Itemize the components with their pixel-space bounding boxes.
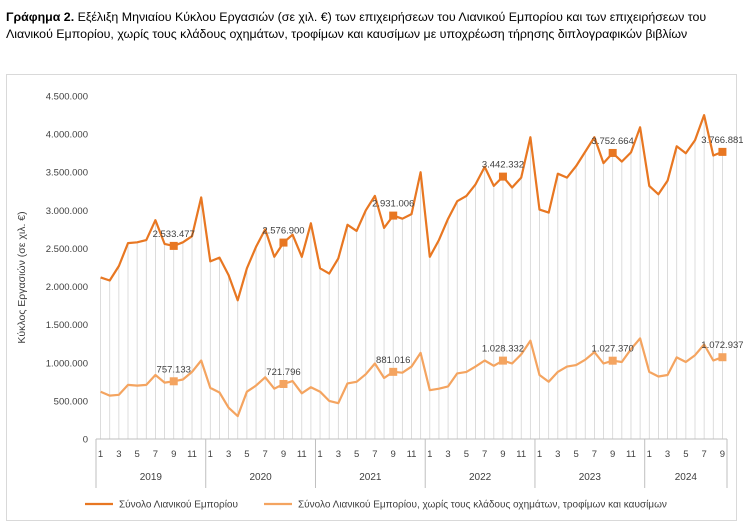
x-tick-label: 5: [354, 449, 359, 460]
data-label: 3.442.332: [482, 160, 524, 171]
year-label: 2024: [675, 472, 698, 483]
y-tick-label: 3.500.000: [46, 168, 88, 179]
x-tick-label: 1: [427, 449, 432, 460]
data-labels: 2.533.477 2.576.900 2.931.006 3.442.332 3.75…: [153, 135, 743, 378]
series-marker-1: [279, 238, 288, 247]
data-label: 721.796: [266, 367, 300, 378]
series-marker-1: [498, 172, 507, 181]
data-label: 1.027.370: [592, 344, 634, 355]
y-tick-label: 0: [83, 435, 88, 446]
series-marker-2: [279, 379, 288, 388]
year-label: 2022: [469, 472, 492, 483]
series-marker-2: [608, 356, 617, 365]
x-tick-label: 9: [171, 449, 176, 460]
x-tick-label: 5: [573, 449, 578, 460]
drop-lines: [100, 115, 723, 439]
x-tick-label: 11: [407, 449, 417, 460]
axes: 0 500.000 1.000.000 1.500.000 2.000.000 2.500…: [16, 92, 728, 488]
x-tick-label: 3: [555, 449, 560, 460]
x-tick-label: 5: [244, 449, 249, 460]
x-tick-label: 9: [281, 449, 286, 460]
x-tick-label: 5: [683, 449, 688, 460]
series-marker-1: [718, 147, 727, 156]
x-tick-label: 3: [445, 449, 450, 460]
year-label: 2020: [249, 472, 272, 483]
year-label: 2021: [359, 472, 382, 483]
x-tick-label: 7: [701, 449, 706, 460]
series-marker-1: [608, 148, 617, 157]
x-tick-label: 7: [263, 449, 268, 460]
x-tick-label: 11: [626, 449, 636, 460]
legend: Σύνολο Λιανικού Εμπορίου Σύνολο Λιανικού …: [85, 499, 667, 511]
chart-title: Γράφημα 2. Εξέλιξη Μηνιαίου Κύκλου Εργασ…: [6, 9, 738, 43]
data-label: 3.752.664: [592, 136, 634, 147]
chart-title-prefix: Γράφημα 2.: [6, 10, 75, 24]
x-tick-label: 1: [317, 449, 322, 460]
y-tick-label: 1.000.000: [46, 358, 88, 369]
x-tick-label: 5: [135, 449, 140, 460]
year-label: 2019: [140, 472, 163, 483]
data-label: 1.028.332: [482, 344, 524, 355]
x-tick-label: 9: [610, 449, 615, 460]
data-label: 2.576.900: [262, 226, 304, 237]
x-tick-label: 11: [516, 449, 526, 460]
x-tick-label: 7: [372, 449, 377, 460]
series-layer: [100, 113, 727, 418]
x-tick-label: 3: [336, 449, 341, 460]
y-tick-label: 2.000.000: [46, 282, 88, 293]
y-tick-label: 4.000.000: [46, 130, 88, 141]
x-tick-label: 5: [464, 449, 469, 460]
y-tick-label: 500.000: [54, 396, 88, 407]
x-tick-label: 7: [153, 449, 158, 460]
y-tick-label: 4.500.000: [46, 92, 88, 103]
series-marker-2: [718, 353, 727, 362]
series-line-2: [100, 337, 723, 418]
y-tick-label: 2.500.000: [46, 244, 88, 255]
data-label: 881.016: [376, 355, 410, 366]
series-marker-2: [389, 367, 398, 376]
data-label: 1.072.937: [701, 340, 743, 351]
x-tick-label: 1: [537, 449, 542, 460]
x-tick-label: 7: [482, 449, 487, 460]
series-marker-2: [169, 377, 178, 386]
y-tick-label: 3.000.000: [46, 206, 88, 217]
x-tick-label: 1: [98, 449, 103, 460]
x-tick-label: 3: [665, 449, 670, 460]
chart-title-text: Εξέλιξη Μηνιαίου Κύκλου Εργασιών (σε χιλ…: [6, 10, 707, 41]
legend-label-1: Σύνολο Λιανικού Εμπορίου: [119, 499, 238, 511]
x-tick-label: 3: [116, 449, 121, 460]
year-label: 2023: [579, 472, 602, 483]
series-marker-1: [389, 211, 398, 220]
x-tick-label: 7: [592, 449, 597, 460]
x-tick-label: 9: [391, 449, 396, 460]
x-tick-label: 11: [187, 449, 197, 460]
series-marker-1: [169, 241, 178, 250]
legend-label-2: Σύνολο Λιανικού Εμπορίου, χωρίς τους κλά…: [298, 499, 667, 511]
x-tick-label: 1: [208, 449, 213, 460]
data-label: 3.766.881: [701, 135, 743, 146]
data-label: 2.931.006: [372, 199, 414, 210]
x-tick-label: 9: [720, 449, 725, 460]
x-tick-label: 1: [647, 449, 652, 460]
data-label: 2.533.477: [153, 229, 195, 240]
series-marker-2: [498, 356, 507, 365]
chart-frame: [6, 74, 737, 521]
x-tick-label: 11: [297, 449, 307, 460]
x-tick-label: 3: [226, 449, 231, 460]
x-tick-label: 9: [500, 449, 505, 460]
y-tick-label: 1.500.000: [46, 320, 88, 331]
data-label: 757.133: [157, 364, 191, 375]
series-line-1: [100, 113, 723, 302]
y-axis-label: Κύκλος Εργασιών (σε χιλ. €): [16, 211, 28, 343]
